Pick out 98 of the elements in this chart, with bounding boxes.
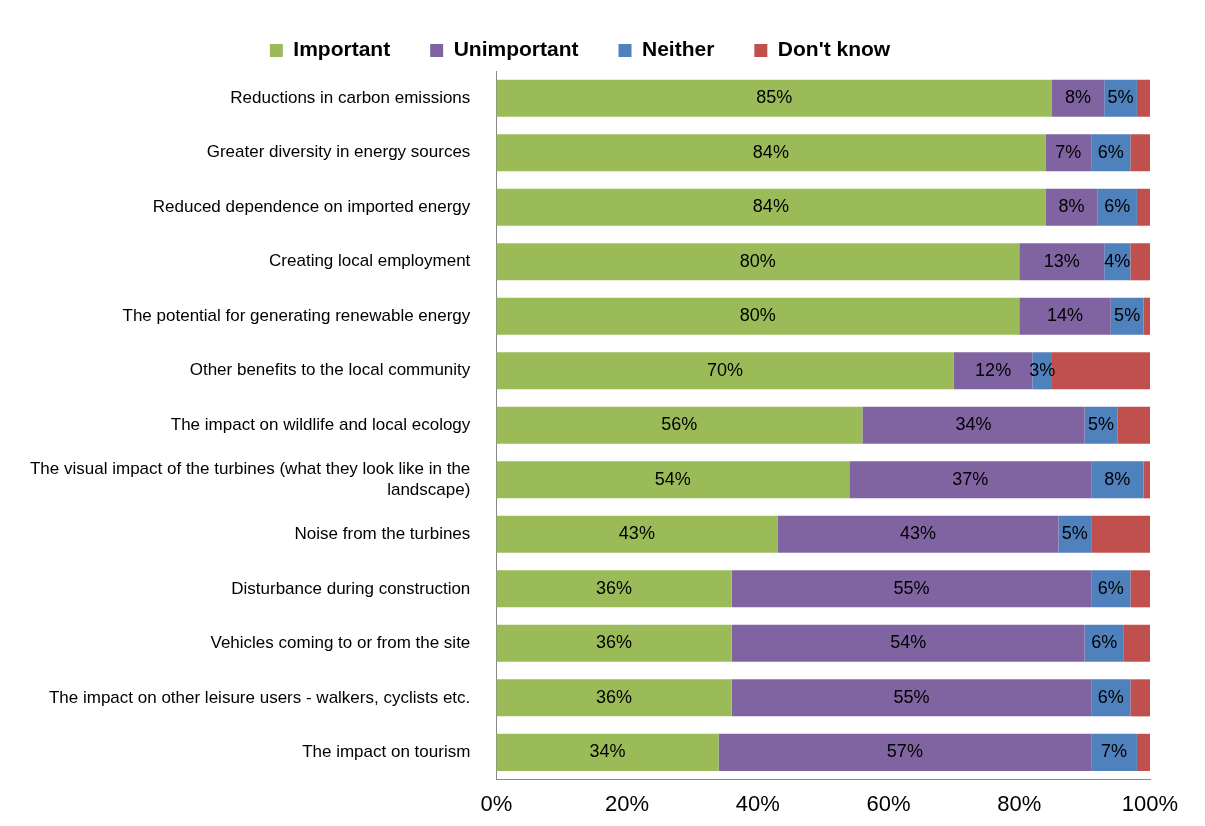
legend-label: Important: [293, 37, 391, 61]
y-tick-label: The potential for generating renewable energy: [122, 305, 471, 325]
bar: [731, 570, 1092, 608]
bar: [1130, 570, 1150, 608]
bar: [1123, 624, 1150, 662]
data-label: 8%: [1065, 87, 1092, 108]
y-tick-label: Greater diversity in energy sources: [206, 142, 471, 162]
data-label: 34%: [955, 414, 992, 435]
data-label: 85%: [756, 87, 793, 108]
data-label: 37%: [952, 468, 989, 489]
y-tick-label: Creating local employment: [269, 251, 471, 271]
x-tick-label: 100%: [1121, 790, 1179, 816]
data-label: 6%: [1097, 577, 1124, 598]
bar: [1019, 243, 1105, 281]
x-tick-label: 0%: [480, 790, 513, 816]
bar: [1130, 679, 1150, 717]
data-label: 84%: [752, 141, 789, 162]
bar: [849, 461, 1092, 499]
y-tick-label: The impact on wildlife and local ecology: [170, 414, 471, 434]
data-label: 4%: [1104, 250, 1131, 271]
data-label: 54%: [890, 632, 927, 653]
bar: [496, 79, 1052, 117]
data-label: 5%: [1114, 305, 1141, 326]
data-label: 6%: [1097, 141, 1124, 162]
bar: [1130, 134, 1150, 172]
bar: [496, 624, 732, 662]
bar: [496, 297, 1020, 335]
legend-label: Neither: [641, 37, 715, 61]
bar: [496, 461, 850, 499]
bar: [777, 515, 1059, 553]
x-tick-label: 60%: [866, 790, 911, 816]
bar: [496, 243, 1020, 281]
data-label: 34%: [589, 741, 626, 762]
data-label: 70%: [707, 359, 744, 380]
data-label: 80%: [739, 305, 776, 326]
data-label: 12%: [975, 359, 1012, 380]
data-label: 36%: [595, 686, 633, 707]
bar: [1045, 134, 1092, 172]
legend-label: Don't know: [777, 37, 891, 61]
data-label: 6%: [1091, 632, 1118, 653]
data-label: 8%: [1104, 468, 1131, 489]
bar: [1143, 461, 1150, 499]
data-label: 57%: [886, 741, 923, 762]
data-label: 7%: [1101, 741, 1128, 762]
data-label: 14%: [1047, 305, 1084, 326]
y-tick-label: Reductions in carbon emissions: [230, 87, 471, 107]
data-label: 43%: [618, 523, 655, 544]
data-label: 55%: [893, 577, 930, 598]
bar: [1136, 79, 1150, 117]
data-label: 84%: [752, 196, 789, 217]
bar: [1091, 515, 1150, 553]
bar: [1136, 733, 1150, 771]
x-tick-label: 80%: [997, 790, 1042, 816]
bar: [496, 188, 1046, 226]
y-tick-label: The impact on tourism: [302, 742, 471, 762]
bar: [496, 679, 732, 717]
legend-label: Unimportant: [453, 37, 579, 61]
bar: [1045, 188, 1098, 226]
bar: [496, 515, 778, 553]
data-label: 5%: [1087, 414, 1114, 435]
bar: [718, 733, 1092, 771]
data-label: 36%: [595, 577, 633, 598]
bar: [731, 624, 1085, 662]
data-label: 54%: [654, 468, 691, 489]
bar: [1136, 188, 1150, 226]
data-label: 7%: [1055, 141, 1082, 162]
bar: [1130, 243, 1150, 281]
y-tick-label: Reduced dependence on imported energy: [152, 196, 471, 216]
x-tick-label: 40%: [735, 790, 780, 816]
y-tick-label: The impact on other leisure users - walkers, cyclists etc.: [48, 687, 471, 707]
data-label: 80%: [739, 250, 776, 271]
data-label: 55%: [893, 686, 930, 707]
data-label: 6%: [1097, 686, 1124, 707]
bar: [1143, 297, 1150, 335]
bar: [496, 134, 1046, 172]
bar: [731, 679, 1092, 717]
bar: [1117, 406, 1150, 444]
data-label: 13%: [1043, 250, 1080, 271]
bar: [1019, 297, 1111, 335]
y-tick-label: Vehicles coming to or from the site: [210, 633, 471, 653]
y-tick-label: Noise from the turbines: [294, 524, 471, 543]
data-label: 5%: [1061, 523, 1088, 544]
x-tick-label: 20%: [605, 790, 650, 816]
data-label: 5%: [1107, 87, 1134, 108]
bar: [496, 352, 954, 390]
bar: [1091, 733, 1137, 771]
y-tick-label: Disturbance during construction: [231, 578, 471, 598]
data-label: 36%: [595, 632, 633, 653]
bar: [862, 406, 1085, 444]
bar: [496, 733, 719, 771]
data-label: 8%: [1058, 196, 1085, 217]
data-label: 56%: [661, 414, 698, 435]
data-label: 43%: [899, 523, 936, 544]
y-tick-label: The visual impact of the turbines (what they look like in the landscape): [29, 459, 471, 499]
data-label: 6%: [1104, 196, 1131, 217]
y-tick-label: Other benefits to the local community: [189, 360, 471, 380]
bar: [496, 570, 732, 608]
bar: [496, 406, 863, 444]
